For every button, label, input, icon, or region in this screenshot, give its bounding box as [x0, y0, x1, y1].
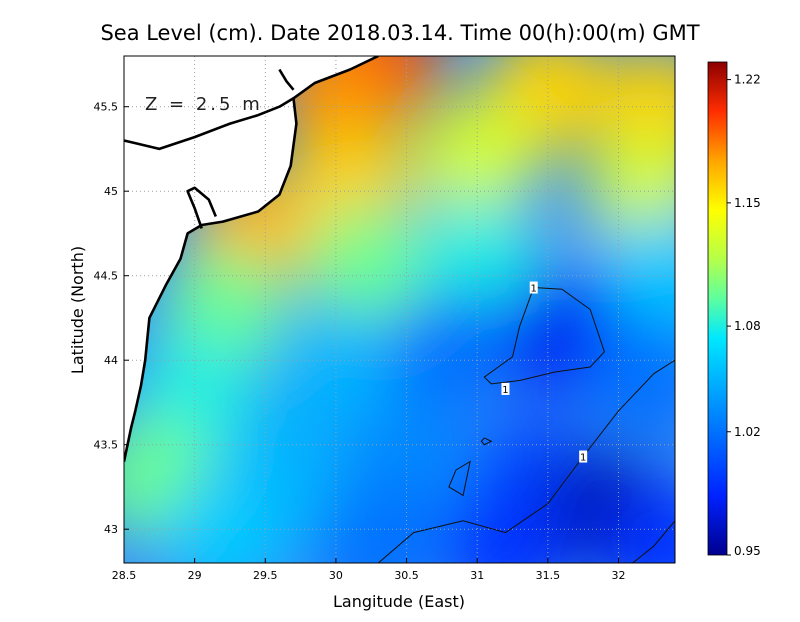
field-sample: [415, 95, 540, 220]
y-tick-label: 45: [104, 185, 118, 198]
field-sample: [443, 484, 568, 563]
x-axis-ticks: 28.5 29 29.5 30 30.5 31 31.5 32: [112, 558, 625, 582]
colorbar-tick-label: 1.15: [734, 196, 761, 210]
colorbar-tick-label: 1.02: [734, 425, 761, 439]
chart-title: Sea Level (cm). Date 2018.03.14. Time 00…: [100, 21, 699, 45]
colorbar-tick-label: 1.22: [734, 73, 761, 87]
y-tick-label: 45.5: [94, 101, 119, 114]
field-sample: [386, 289, 511, 414]
colorbar-ticks: 0.95 1.02 1.08 1.15 1.22: [727, 73, 761, 558]
field-sample: [160, 475, 285, 563]
y-axis-ticks: 43 43.5 44 44.5 45 45.5: [94, 101, 129, 536]
coastline-segment: [124, 97, 295, 151]
x-tick-label: 28.5: [112, 569, 137, 582]
colorbar-tick-label: 1.08: [734, 319, 761, 333]
coastline-segment: [278, 68, 295, 91]
coastline-segment: [186, 186, 218, 229]
grid-lines: [124, 56, 675, 563]
field-sample: [584, 315, 675, 440]
colorbar: [707, 61, 728, 556]
contour-line: [377, 359, 675, 563]
y-tick-label: 44: [104, 354, 118, 367]
x-tick-label: 30: [329, 569, 343, 582]
contour-label: 1: [531, 284, 537, 295]
field-sample: [605, 484, 675, 563]
x-tick-label: 30.5: [394, 569, 419, 582]
x-tick-label: 29.5: [253, 569, 278, 582]
plot-frame: [123, 55, 676, 564]
contour-lines: 1 1 1: [377, 281, 675, 563]
y-tick-label: 43.5: [94, 439, 119, 452]
land-area: [124, 56, 379, 462]
contour-label-bg: [529, 281, 538, 294]
field-sample: [316, 484, 441, 563]
contour-line: [480, 437, 493, 446]
x-tick-label: 31: [470, 569, 484, 582]
contour-label: 1: [502, 385, 508, 396]
x-tick-label: 29: [188, 569, 202, 582]
x-tick-label: 32: [611, 569, 625, 582]
contour-line: [483, 287, 605, 385]
y-axis-label: Latitude (North): [68, 246, 87, 374]
x-tick-label: 31.5: [536, 569, 561, 582]
field-sample: [415, 196, 540, 321]
coastline: [124, 56, 379, 462]
contour-line: [448, 460, 471, 497]
field-sample: [302, 205, 427, 330]
contour-label-bg: [579, 450, 588, 463]
colorbar-tick-label: 0.95: [734, 544, 761, 558]
y-tick-label: 44.5: [94, 270, 119, 283]
plot-area: 1 1 1: [124, 56, 675, 563]
y-tick-label: 43: [104, 523, 118, 536]
depth-annotation: Z = 2.5 m: [145, 94, 263, 115]
contour-label-bg: [501, 382, 510, 395]
contour-line: [632, 520, 675, 563]
x-axis-label: Langitude (East): [333, 592, 465, 611]
contour-label: 1: [580, 453, 586, 464]
